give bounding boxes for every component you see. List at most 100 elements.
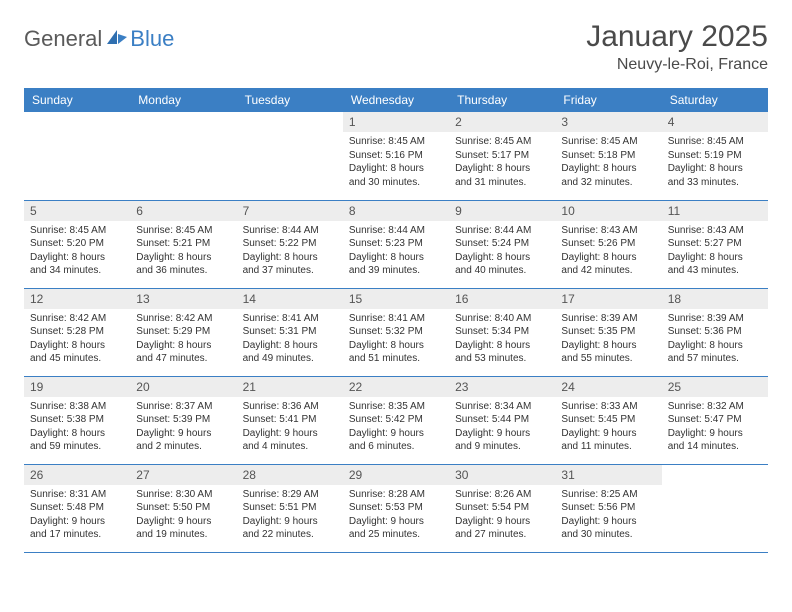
day-d1: Daylight: 9 hours <box>561 427 655 441</box>
day-sunset: Sunset: 5:32 PM <box>349 325 443 339</box>
calendar-cell: 25Sunrise: 8:32 AMSunset: 5:47 PMDayligh… <box>662 376 768 464</box>
day-d2: and 4 minutes. <box>243 440 337 454</box>
day-details: Sunrise: 8:45 AMSunset: 5:21 PMDaylight:… <box>136 224 230 278</box>
day-sunrise: Sunrise: 8:36 AM <box>243 400 337 414</box>
day-number: 12 <box>24 289 130 309</box>
location: Neuvy-le-Roi, France <box>586 56 768 74</box>
calendar-cell <box>130 112 236 200</box>
calendar-cell: 19Sunrise: 8:38 AMSunset: 5:38 PMDayligh… <box>24 376 130 464</box>
day-number: 26 <box>24 465 130 485</box>
day-d1: Daylight: 9 hours <box>668 427 762 441</box>
day-d2: and 25 minutes. <box>349 528 443 542</box>
calendar-cell: 26 Sunrise: 8:31 AMSunset: 5:48 PMDayligh… <box>24 464 130 552</box>
day-number: 20 <box>130 377 236 397</box>
day-sunrise: Sunrise: 8:26 AM <box>455 488 549 502</box>
day-sunset: Sunset: 5:51 PM <box>243 501 337 515</box>
calendar-cell: 12 Sunrise: 8:42 AMSunset: 5:28 PMDayligh… <box>24 288 130 376</box>
day-details: Sunrise: 8:39 AMSunset: 5:35 PMDaylight:… <box>561 312 655 366</box>
day-details: Sunrise: 8:43 AMSunset: 5:27 PMDaylight:… <box>668 224 762 278</box>
day-number: 2 <box>449 112 555 132</box>
calendar-week: 19Sunrise: 8:38 AMSunset: 5:38 PMDayligh… <box>24 376 768 464</box>
day-sunrise: Sunrise: 8:42 AM <box>30 312 124 326</box>
day-number: 8 <box>343 201 449 221</box>
day-d2: and 33 minutes. <box>668 176 762 190</box>
day-details: Sunrise: 8:29 AMSunset: 5:51 PMDaylight:… <box>243 488 337 542</box>
day-header: Sunday <box>24 88 130 112</box>
day-d2: and 32 minutes. <box>561 176 655 190</box>
day-d2: and 55 minutes. <box>561 352 655 366</box>
day-number: 19 <box>24 377 130 397</box>
day-d2: and 11 minutes. <box>561 440 655 454</box>
month-title: January 2025 <box>586 20 768 54</box>
day-number: 28 <box>237 465 343 485</box>
calendar-cell: 30Sunrise: 8:26 AMSunset: 5:54 PMDayligh… <box>449 464 555 552</box>
day-d2: and 30 minutes. <box>349 176 443 190</box>
day-details: Sunrise: 8:42 AMSunset: 5:28 PMDaylight:… <box>30 312 124 366</box>
calendar-cell: 13Sunrise: 8:42 AMSunset: 5:29 PMDayligh… <box>130 288 236 376</box>
day-d1: Daylight: 8 hours <box>30 339 124 353</box>
day-details: Sunrise: 8:28 AMSunset: 5:53 PMDaylight:… <box>349 488 443 542</box>
day-details: Sunrise: 8:35 AMSunset: 5:42 PMDaylight:… <box>349 400 443 454</box>
day-sunset: Sunset: 5:48 PM <box>30 501 124 515</box>
day-d1: Daylight: 8 hours <box>349 251 443 265</box>
day-details: Sunrise: 8:44 AMSunset: 5:23 PMDaylight:… <box>349 224 443 278</box>
day-number: 6 <box>130 201 236 221</box>
calendar-header-row: SundayMondayTuesdayWednesdayThursdayFrid… <box>24 88 768 112</box>
day-details: Sunrise: 8:37 AMSunset: 5:39 PMDaylight:… <box>136 400 230 454</box>
day-sunrise: Sunrise: 8:39 AM <box>668 312 762 326</box>
day-sunrise: Sunrise: 8:29 AM <box>243 488 337 502</box>
day-number: 29 <box>343 465 449 485</box>
day-number: 9 <box>449 201 555 221</box>
day-d2: and 49 minutes. <box>243 352 337 366</box>
title-block: January 2025 Neuvy-le-Roi, France <box>586 20 768 74</box>
day-d1: Daylight: 8 hours <box>561 339 655 353</box>
day-sunrise: Sunrise: 8:34 AM <box>455 400 549 414</box>
day-details: Sunrise: 8:45 AMSunset: 5:18 PMDaylight:… <box>561 135 655 189</box>
calendar-cell <box>24 112 130 200</box>
calendar-cell: 24Sunrise: 8:33 AMSunset: 5:45 PMDayligh… <box>555 376 661 464</box>
brand-logo: General Blue <box>24 26 174 52</box>
day-details: Sunrise: 8:41 AMSunset: 5:32 PMDaylight:… <box>349 312 443 366</box>
calendar-cell: 2Sunrise: 8:45 AMSunset: 5:17 PMDaylight… <box>449 112 555 200</box>
day-sunset: Sunset: 5:38 PM <box>30 413 124 427</box>
day-header: Thursday <box>449 88 555 112</box>
calendar-cell: 14Sunrise: 8:41 AMSunset: 5:31 PMDayligh… <box>237 288 343 376</box>
day-d2: and 22 minutes. <box>243 528 337 542</box>
day-header: Friday <box>555 88 661 112</box>
calendar-cell: 17Sunrise: 8:39 AMSunset: 5:35 PMDayligh… <box>555 288 661 376</box>
day-number: 21 <box>237 377 343 397</box>
day-d2: and 19 minutes. <box>136 528 230 542</box>
day-details: Sunrise: 8:31 AMSunset: 5:48 PMDaylight:… <box>30 488 124 542</box>
day-sunset: Sunset: 5:47 PM <box>668 413 762 427</box>
calendar-cell: 10Sunrise: 8:43 AMSunset: 5:26 PMDayligh… <box>555 200 661 288</box>
header: General Blue January 2025 Neuvy-le-Roi, … <box>24 20 768 74</box>
calendar-cell: 11Sunrise: 8:43 AMSunset: 5:27 PMDayligh… <box>662 200 768 288</box>
day-sunset: Sunset: 5:54 PM <box>455 501 549 515</box>
day-details: Sunrise: 8:42 AMSunset: 5:29 PMDaylight:… <box>136 312 230 366</box>
day-d2: and 34 minutes. <box>30 264 124 278</box>
day-number: 25 <box>662 377 768 397</box>
calendar-cell: 1Sunrise: 8:45 AMSunset: 5:16 PMDaylight… <box>343 112 449 200</box>
day-sunrise: Sunrise: 8:28 AM <box>349 488 443 502</box>
day-sunrise: Sunrise: 8:44 AM <box>455 224 549 238</box>
day-sunset: Sunset: 5:28 PM <box>30 325 124 339</box>
day-sunset: Sunset: 5:53 PM <box>349 501 443 515</box>
calendar-cell: 21Sunrise: 8:36 AMSunset: 5:41 PMDayligh… <box>237 376 343 464</box>
day-sunrise: Sunrise: 8:37 AM <box>136 400 230 414</box>
day-header: Saturday <box>662 88 768 112</box>
day-details: Sunrise: 8:34 AMSunset: 5:44 PMDaylight:… <box>455 400 549 454</box>
day-sunrise: Sunrise: 8:44 AM <box>349 224 443 238</box>
day-d1: Daylight: 9 hours <box>455 427 549 441</box>
day-details: Sunrise: 8:45 AMSunset: 5:20 PMDaylight:… <box>30 224 124 278</box>
day-number: 14 <box>237 289 343 309</box>
day-sunrise: Sunrise: 8:45 AM <box>349 135 443 149</box>
day-number: 22 <box>343 377 449 397</box>
day-d1: Daylight: 8 hours <box>668 339 762 353</box>
day-sunset: Sunset: 5:36 PM <box>668 325 762 339</box>
day-sunset: Sunset: 5:27 PM <box>668 237 762 251</box>
day-d2: and 30 minutes. <box>561 528 655 542</box>
day-d1: Daylight: 9 hours <box>349 427 443 441</box>
day-sunset: Sunset: 5:29 PM <box>136 325 230 339</box>
day-header: Monday <box>130 88 236 112</box>
day-d2: and 43 minutes. <box>668 264 762 278</box>
